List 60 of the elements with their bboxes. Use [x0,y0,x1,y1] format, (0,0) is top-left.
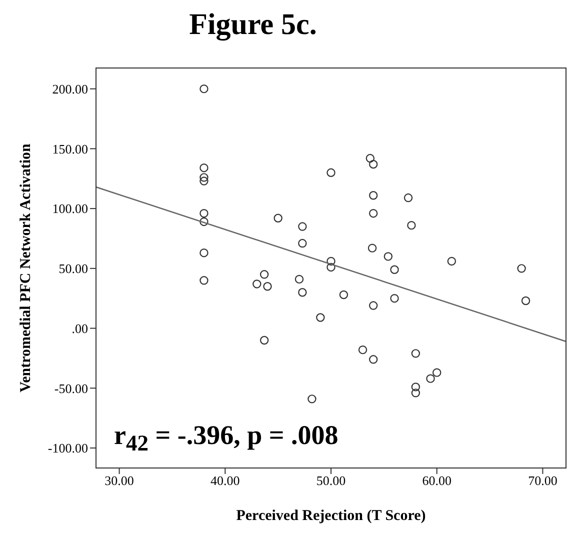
point [368,355,378,364]
point [358,345,368,354]
point [384,252,393,261]
x-tick-label: 60.00 [422,473,452,488]
point [260,270,269,279]
point [390,265,399,274]
point [390,294,399,303]
point [200,164,208,172]
y-tick-label: 150.00 [52,141,88,156]
point [411,382,420,392]
y-tick-label: 200.00 [52,81,88,96]
point [274,214,282,222]
point [447,256,456,266]
point [316,313,325,322]
point [263,282,272,291]
point [407,220,416,230]
point [368,208,378,218]
point [260,336,269,345]
point [252,280,262,288]
chart-title: Figure 5c. [188,8,318,42]
point [298,222,307,231]
point [404,193,413,202]
x-tick-label: 50.00 [316,473,346,488]
point [368,191,378,200]
point [368,160,378,169]
point [200,176,208,186]
point [200,208,208,218]
x-tick-label: 30.00 [104,473,134,488]
point [200,276,208,285]
point [326,256,336,266]
x-axis-title: Perceived Rejection (T Score) [236,508,426,524]
point [308,394,316,404]
y-tick-label: .00 [72,320,88,336]
point [411,388,420,398]
point [200,173,208,182]
point [326,168,336,177]
point [426,374,435,383]
point [411,349,420,358]
point [298,238,307,248]
point [432,368,442,377]
point [200,84,208,94]
y-tick-label: 50.00 [58,261,88,276]
y-tick-label: -100.00 [48,440,88,456]
point [200,217,208,226]
point [298,288,307,297]
x-tick-label: 40.00 [210,473,240,488]
y-tick-label: 100.00 [52,201,88,216]
point [366,154,375,163]
x-tick-label: 70.00 [528,473,558,488]
annotation: r$_{42}$ = -.396, p = .008 [114,420,338,456]
y-axis-title: Ventromedial PFC Network Activation [18,142,34,392]
point [368,301,378,310]
point [368,244,377,252]
point [326,262,336,272]
point [521,296,530,306]
point [200,248,208,258]
point [339,290,348,300]
point [294,274,304,284]
point [517,264,526,273]
y-tick-label: -50.00 [54,380,88,396]
